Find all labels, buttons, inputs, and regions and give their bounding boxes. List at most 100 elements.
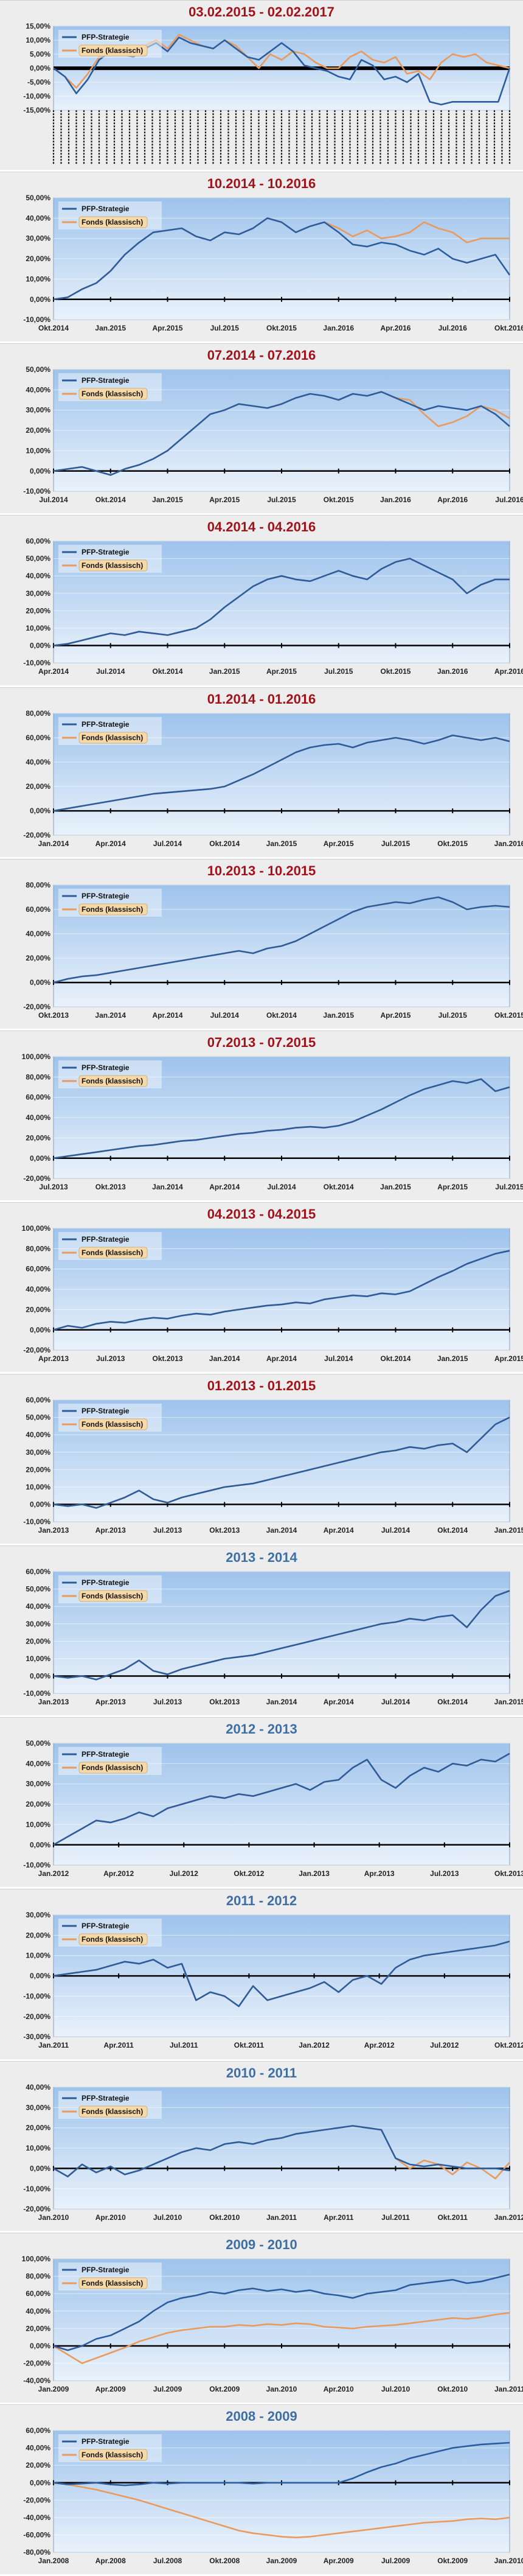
legend-label: Fonds (klassisch) xyxy=(81,1763,143,1772)
x-tick-label: Apr.2014 xyxy=(209,1183,240,1191)
y-tick-label: 10,00% xyxy=(26,624,50,632)
x-tick-label: Apr.2012 xyxy=(103,1869,134,1878)
legend-label: PFP-Strategie xyxy=(81,548,130,556)
x-tick-label: Apr.2014 xyxy=(324,1526,354,1535)
y-tick-label: 100,00% xyxy=(22,1224,51,1233)
y-tick-label: 20,00% xyxy=(26,1465,50,1474)
x-tick-label: Apr.2012 xyxy=(364,2042,395,2050)
chart-panel: 10.2014 - 10.2016 -10,00% 0,00% 10,00% 20,00… xyxy=(0,172,523,342)
legend-label: Fonds (klassisch) xyxy=(81,1077,143,1085)
y-tick-label: 10,00% xyxy=(26,1483,50,1491)
x-tick-label: Jan.2015 xyxy=(437,1354,468,1363)
legend-label: Fonds (klassisch) xyxy=(81,1420,143,1429)
y-tick-label: -5,00% xyxy=(27,78,50,86)
line-chart: -10,00% 0,00% 10,00% 20,00% 30,00% 40,00% 50,0… xyxy=(23,1567,523,1706)
y-tick-label: 20,00% xyxy=(26,1133,50,1142)
y-tick-label: 40,00% xyxy=(26,386,50,394)
legend-label: Fonds (klassisch) xyxy=(81,46,143,55)
y-tick-label: -40,00% xyxy=(23,2513,50,2522)
y-tick-label: -10,00% xyxy=(23,1861,50,1869)
x-tick-label: Jan.2015 xyxy=(494,1526,523,1535)
x-tick-label: Okt.2014 xyxy=(95,495,126,504)
x-tick-label: Jul.2014 xyxy=(39,495,68,504)
chart-title: 07.2014 - 07.2016 xyxy=(207,348,316,363)
legend-label: Fonds (klassisch) xyxy=(81,733,143,742)
y-tick-label: -10,00% xyxy=(23,92,50,100)
y-tick-label: 40,00% xyxy=(26,758,50,766)
y-tick-label: 60,00% xyxy=(26,905,50,914)
legend-label-background xyxy=(78,44,148,57)
x-tick-label: Okt.2013 xyxy=(209,1526,240,1535)
chart-title: 01.2014 - 01.2016 xyxy=(207,691,316,707)
x-tick-label: Okt.2014 xyxy=(437,1698,468,1706)
x-tick-label: Jul.2015 xyxy=(324,668,353,676)
y-tick-label: 20,00% xyxy=(26,254,50,263)
legend-label: Fonds (klassisch) xyxy=(81,1592,143,1600)
x-tick-label: Jul.2014 xyxy=(210,1011,240,1020)
x-tick-label: Okt.2008 xyxy=(209,2557,240,2565)
y-tick-label: 0,00% xyxy=(30,467,50,475)
x-tick-label: Jan.2016 xyxy=(380,495,411,504)
y-tick-label: 50,00% xyxy=(26,1739,50,1748)
x-tick-label: Apr.2009 xyxy=(324,2557,354,2565)
legend-label: PFP-Strategie xyxy=(81,892,130,900)
x-tick-label: Jan.2011 xyxy=(494,2385,523,2393)
x-tick-label: Jul.2014 xyxy=(381,1698,410,1706)
chart-panel: 01.2014 - 01.2016 -20,00% 0,00% 20,00% 40,00… xyxy=(0,687,523,857)
x-tick-label: Jul.2012 xyxy=(170,1869,199,1878)
series-fonds-klassisch-line xyxy=(53,2482,510,2538)
x-tick-label: Jul.2016 xyxy=(438,324,468,332)
legend-label: PFP-Strategie xyxy=(81,720,130,729)
x-tick-label: Apr.2013 xyxy=(95,1526,126,1535)
x-tick-label: Jul.2014 xyxy=(96,668,125,676)
chart-panel: 04.2014 - 04.2016 -10,00% 0,00% 10,00% 20,00… xyxy=(0,515,523,685)
y-tick-label: 0,00% xyxy=(30,1154,50,1163)
x-tick-label: Jan.2015 xyxy=(323,1011,354,1020)
y-tick-label: 30,00% xyxy=(26,1620,50,1628)
legend-label: PFP-Strategie xyxy=(81,1407,130,1415)
x-tick-label: Okt.2011 xyxy=(234,2042,265,2050)
y-tick-label: -10,00% xyxy=(23,315,50,324)
legend-label-background xyxy=(78,559,148,572)
x-tick-label: Okt.2014 xyxy=(153,668,183,676)
y-tick-label: 80,00% xyxy=(26,881,50,889)
chart-title: 2008 - 2009 xyxy=(226,2408,297,2424)
y-tick-label: 30,00% xyxy=(26,2103,50,2112)
y-tick-label: -20,00% xyxy=(23,831,50,839)
x-tick-label: Jan.2016 xyxy=(437,668,468,676)
y-tick-label: 30,00% xyxy=(26,589,50,598)
y-tick-label: 20,00% xyxy=(26,1637,50,1646)
line-chart: -10,00% 0,00% 10,00% 20,00% 30,00% 40,00% 50,0… xyxy=(23,537,523,676)
series-pfp-strategie-line xyxy=(53,1416,510,1509)
y-tick-label: -10,00% xyxy=(23,1517,50,1526)
y-tick-label: 60,00% xyxy=(26,1265,50,1273)
y-tick-label: 30,00% xyxy=(26,1448,50,1457)
y-tick-label: 50,00% xyxy=(26,1413,50,1422)
legend-label: PFP-Strategie xyxy=(81,2437,130,2446)
x-tick-label: Jul.2008 xyxy=(153,2557,182,2565)
series-pfp-strategie-line xyxy=(53,2441,510,2487)
x-tick-label: Apr.2014 xyxy=(266,1354,297,1363)
y-tick-label: 0,00% xyxy=(30,1841,50,1849)
chart-panel: 07.2013 - 07.2015 -20,00% 0,00% 20,00% 40,00… xyxy=(0,1030,523,1200)
x-tick-label: Okt.2014 xyxy=(209,839,240,848)
chart-panel: 2009 - 2010 -40,00% -20,00% 0,00% 20,00% 40,0… xyxy=(0,2232,523,2403)
x-tick-label: Okt.2012 xyxy=(234,1869,264,1878)
chart-panel: 01.2013 - 01.2015 -10,00% 0,00% 10,00% 20,00… xyxy=(0,1374,523,1544)
line-chart: -40,00% -20,00% 0,00% 20,00% 40,00% 60,00% 80,… xyxy=(22,2255,523,2393)
y-tick-label: 0,00% xyxy=(30,1972,50,1981)
x-tick-label: Jan.2012 xyxy=(38,1869,69,1878)
series-pfp-strategie-line xyxy=(53,1590,510,1681)
chart-panel: 10.2013 - 10.2015 -20,00% 0,00% 20,00% 40,00… xyxy=(0,858,523,1029)
x-tick-label: Okt.2013 xyxy=(95,1183,126,1191)
y-tick-label: -30,00% xyxy=(23,2033,50,2042)
x-tick-label: Apr.2016 xyxy=(494,668,523,676)
y-tick-label: 10,00% xyxy=(26,447,50,455)
line-chart: -80,00% -60,00% -40,00% -20,00% 0,00% 20,00% 4… xyxy=(23,2426,523,2565)
x-tick-label: Jul.2015 xyxy=(495,1183,523,1191)
legend-label-background xyxy=(78,216,148,228)
y-tick-label: 60,00% xyxy=(26,1093,50,1102)
legend-label: PFP-Strategie xyxy=(81,33,130,41)
y-tick-label: 40,00% xyxy=(26,572,50,581)
y-tick-label: 20,00% xyxy=(26,954,50,962)
